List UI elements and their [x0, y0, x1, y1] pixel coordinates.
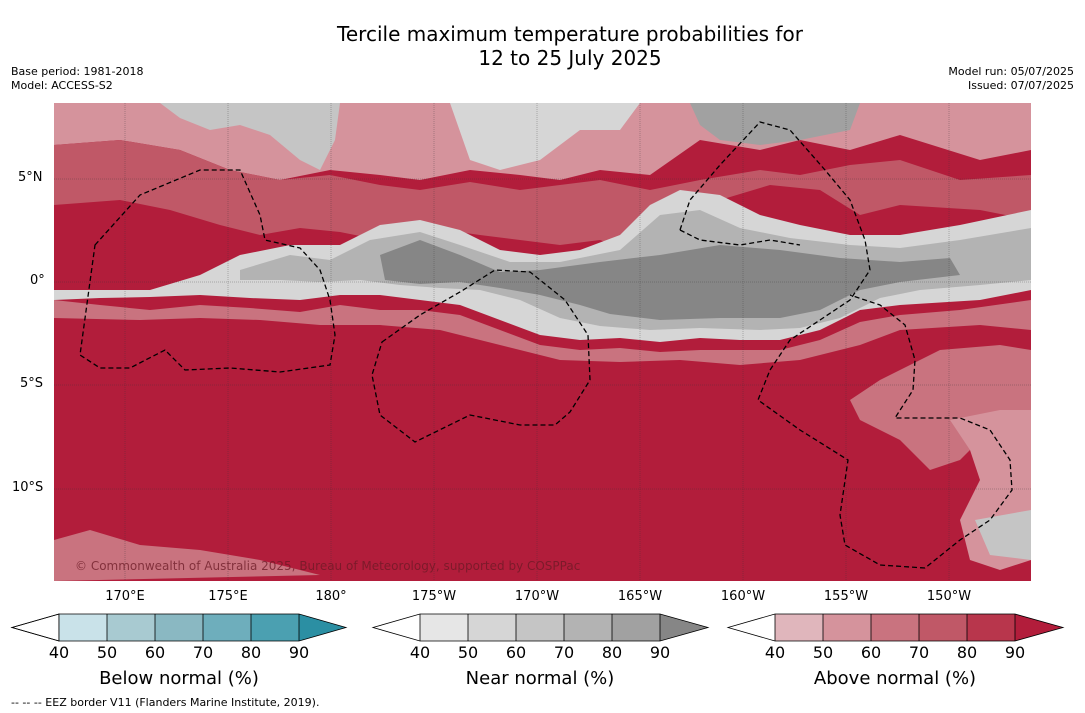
cb-below-tick: 80: [240, 643, 262, 662]
cb-near-tick: 40: [409, 643, 431, 662]
colorbar-swatch: [823, 614, 871, 641]
cb-near-tick: 70: [553, 643, 575, 662]
lat-label-5n: 5°N: [18, 170, 43, 185]
region-near-north-mid: [450, 103, 640, 170]
lon-label-165w: 165°W: [617, 589, 663, 604]
cb-above-tick: 50: [812, 643, 834, 662]
colorbar-swatch: [155, 614, 203, 641]
cb-above-title: Above normal (%): [813, 668, 977, 689]
cb-near-tick: 50: [457, 643, 479, 662]
colorbar-swatch: [660, 614, 708, 641]
cb-below-title: Below normal (%): [99, 668, 259, 689]
colorbar-near: [371, 613, 710, 642]
region-near-north-top: [160, 103, 340, 170]
colorbar-swatch: [251, 614, 299, 641]
cb-below-tick: 40: [48, 643, 70, 662]
colorbar-swatch: [107, 614, 155, 641]
colorbar-swatch: [775, 614, 823, 641]
cb-below-tick: 60: [144, 643, 166, 662]
cb-near-title: Near normal (%): [465, 668, 615, 689]
issued-date: Issued: 07/07/2025: [967, 79, 1074, 92]
lon-label-180: 180°: [315, 589, 347, 604]
lat-label-10s: 10°S: [12, 480, 44, 495]
title-line-2: 12 to 25 July 2025: [478, 46, 662, 70]
lon-label-150w: 150°W: [926, 589, 972, 604]
colorbar-swatch: [468, 614, 516, 641]
cb-above-tick: 60: [860, 643, 882, 662]
cb-below-tick: 70: [192, 643, 214, 662]
eez-note: -- -- -- EEZ border V11 (Flanders Marine…: [11, 696, 320, 709]
base-period: Base period: 1981-2018: [11, 65, 144, 78]
region-above-60-southeast: [850, 345, 1031, 470]
colorbar-swatch: [564, 614, 612, 641]
cb-above-tick: 70: [908, 643, 930, 662]
lon-label-175w: 175°W: [411, 589, 457, 604]
colorbar-swatch: [420, 614, 468, 641]
colorbar-above: [726, 613, 1065, 642]
title-line-1: Tercile maximum temperature probabilitie…: [337, 22, 803, 46]
cb-above-tick: 90: [1004, 643, 1026, 662]
colorbar-swatch: [967, 614, 1015, 641]
eez-borders: [79, 121, 1013, 569]
colorbar-swatch: [516, 614, 564, 641]
colorbar-below: [10, 613, 348, 642]
cb-near-tick: 80: [601, 643, 623, 662]
region-near-north-right: [690, 103, 860, 145]
colorbar-swatch: [59, 614, 107, 641]
colorbar-swatch: [1015, 614, 1063, 641]
lon-label-155w: 155°W: [823, 589, 869, 604]
model-run: Model run: 05/07/2025: [948, 65, 1074, 78]
copyright-text: © Commonwealth of Australia 2025, Bureau…: [75, 559, 581, 573]
lon-label-175e: 175°E: [208, 589, 248, 604]
chart-title: Tercile maximum temperature probabilitie…: [0, 22, 1085, 70]
colorbar-swatch: [299, 614, 346, 641]
lat-label-5s: 5°S: [20, 376, 44, 391]
region-near-90: [380, 240, 960, 320]
colorbar-swatch: [612, 614, 660, 641]
colorbar-swatch: [203, 614, 251, 641]
lon-label-170w: 170°W: [514, 589, 560, 604]
region-above-70-north: [54, 140, 1031, 255]
cb-below-tick: 50: [96, 643, 118, 662]
model-name: Model: ACCESS-S2: [11, 79, 113, 92]
cb-below-tick: 90: [288, 643, 310, 662]
cb-near-tick: 90: [649, 643, 671, 662]
region-above-60-sw: [54, 530, 320, 581]
lat-label-0: 0°: [30, 273, 45, 288]
map-fill: [54, 103, 1031, 581]
cb-above-tick: 40: [764, 643, 786, 662]
region-near-southeast: [975, 510, 1031, 560]
colorbar-swatch: [919, 614, 967, 641]
cb-near-tick: 60: [505, 643, 527, 662]
cb-above-tick: 80: [956, 643, 978, 662]
lon-label-160w: 160°W: [720, 589, 766, 604]
meta-left: Base period: 1981-2018 Model: ACCESS-S2: [11, 65, 143, 93]
colorbar-swatch: [871, 614, 919, 641]
lon-label-170e: 170°E: [105, 589, 145, 604]
region-above-60-south: [54, 300, 1031, 365]
meta-right: Model run: 05/07/2025 Issued: 07/07/2025: [948, 65, 1074, 93]
